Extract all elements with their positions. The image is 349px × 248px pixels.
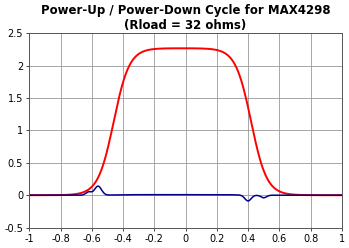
Title: Power-Up / Power-Down Cycle for MAX4298
(Rload = 32 ohms): Power-Up / Power-Down Cycle for MAX4298 … bbox=[41, 4, 331, 32]
